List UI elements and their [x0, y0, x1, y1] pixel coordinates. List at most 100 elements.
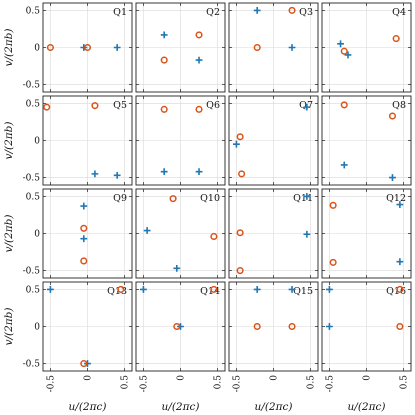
panel-label: Q11 — [293, 193, 313, 204]
circle-marker — [91, 102, 99, 110]
panel-label: Q9 — [113, 193, 127, 204]
panel-q14: Q14 -0.5 0 0.5 — [135, 281, 226, 393]
circle-marker — [169, 195, 177, 203]
x-tick-label: 0.5 — [121, 375, 131, 390]
circle-marker — [329, 258, 337, 266]
panel-q8: Q8 — [321, 95, 412, 186]
x-tick-label: 0.5 — [400, 375, 410, 390]
panel-frame — [321, 281, 412, 372]
x-tick-label: 0 — [177, 375, 187, 381]
panel-q10: Q10 — [135, 188, 226, 279]
circle-marker — [253, 43, 261, 52]
circle-marker — [117, 285, 125, 293]
plus-marker — [160, 31, 168, 39]
panel-label: Q14 — [200, 286, 220, 297]
panel-frame — [135, 188, 226, 279]
circle-marker — [80, 257, 88, 265]
panel-label: Q3 — [299, 7, 313, 18]
plus-marker — [233, 140, 240, 148]
circle-marker — [160, 105, 168, 113]
plus-marker — [303, 193, 311, 200]
circle-marker — [236, 267, 244, 275]
panel-q12: Q12 — [321, 188, 412, 279]
plus-marker — [253, 286, 261, 293]
circle-marker — [210, 232, 218, 241]
panel-q9: Q9 -0.5 0 0.5 — [23, 188, 133, 279]
x-tick-label: 0 — [363, 375, 373, 381]
panels-layer: Q1 -0.5 0 0.5 Q2 Q3 Q4 Q5 -0.5 0 0.5 Q6 Q7 Q8 Q9 -0.5 0 0… — [23, 2, 412, 393]
plus-marker — [389, 174, 396, 181]
y-axis-label-row-2: v/(2πb) — [3, 122, 15, 160]
panel-frame — [135, 95, 226, 186]
plus-marker — [303, 230, 311, 238]
plus-marker — [80, 202, 88, 210]
circle-marker — [238, 170, 246, 178]
plus-marker — [113, 44, 121, 51]
panel-frame — [42, 188, 133, 279]
panel-label: Q6 — [206, 100, 220, 111]
plus-marker — [195, 168, 203, 176]
plus-marker — [195, 56, 203, 64]
x-tick-label: -0.5 — [139, 375, 149, 393]
plus-marker — [337, 40, 344, 48]
panel-frame — [321, 2, 412, 93]
circle-marker — [236, 229, 244, 237]
circle-marker — [329, 201, 337, 209]
panel-q16: Q16 -0.5 0 0.5 — [321, 281, 412, 393]
panel-q13: Q13 -0.5 0 0.5 -0.5 0 0.5 — [23, 281, 133, 393]
x-axis-label-col-3: u/(2πc) — [255, 401, 293, 413]
plus-marker — [173, 264, 181, 272]
plus-marker — [288, 44, 296, 51]
panel-q4: Q4 — [321, 2, 412, 93]
panel-q7: Q7 — [228, 95, 319, 186]
x-tick-label: -0.5 — [46, 375, 56, 393]
circle-marker — [173, 322, 181, 331]
x-axis-label-col-4: u/(2πc) — [348, 401, 386, 413]
panel-frame — [135, 2, 226, 93]
circle-marker — [80, 224, 88, 232]
y-tick-label: 0.5 — [26, 99, 41, 109]
panel-q6: Q6 — [135, 95, 226, 186]
panel-frame — [135, 281, 226, 372]
circle-marker — [388, 112, 397, 120]
plus-marker — [396, 201, 404, 208]
panel-frame — [42, 281, 133, 372]
panel-q15: Q15 -0.5 0 0.5 — [228, 281, 319, 393]
panel-q3: Q3 — [228, 2, 319, 93]
y-tick-label: -0.5 — [23, 360, 41, 370]
plus-marker — [344, 51, 352, 59]
x-tick-label: 0 — [270, 375, 280, 381]
x-tick-label: 0 — [84, 375, 94, 381]
x-tick-label: 0.5 — [307, 375, 317, 390]
plus-marker — [160, 168, 168, 176]
circle-marker — [83, 43, 92, 52]
panel-q1: Q1 -0.5 0 0.5 — [23, 2, 133, 93]
plus-marker — [326, 323, 333, 330]
x-tick-label: -0.5 — [325, 375, 335, 393]
plus-marker — [303, 103, 311, 111]
circle-marker — [340, 101, 348, 109]
panel-frame — [228, 188, 319, 279]
panel-frame — [42, 2, 133, 93]
y-tick-label: 0.5 — [26, 192, 41, 202]
circle-marker — [340, 47, 348, 55]
y-axis-label-row-3: v/(2πb) — [3, 215, 15, 253]
panel-frame — [228, 281, 319, 372]
plus-marker — [84, 360, 91, 367]
x-tick-label: -0.5 — [232, 375, 242, 393]
plus-marker — [113, 171, 121, 179]
y-tick-label: 0 — [34, 230, 40, 240]
panel-label: Q8 — [392, 100, 406, 111]
circle-marker — [253, 322, 261, 331]
panel-q11: Q11 — [228, 188, 319, 279]
y-axis-label-row-1: v/(2πb) — [3, 29, 15, 67]
y-tick-label: 0.5 — [26, 285, 41, 295]
panel-frame — [228, 95, 319, 186]
panel-label: Q1 — [113, 7, 127, 18]
panel-frame — [42, 95, 133, 186]
circle-marker — [396, 285, 404, 293]
circle-marker — [396, 322, 404, 331]
y-tick-label: -0.5 — [23, 267, 41, 277]
circle-marker — [80, 360, 88, 368]
plus-marker — [47, 286, 54, 293]
